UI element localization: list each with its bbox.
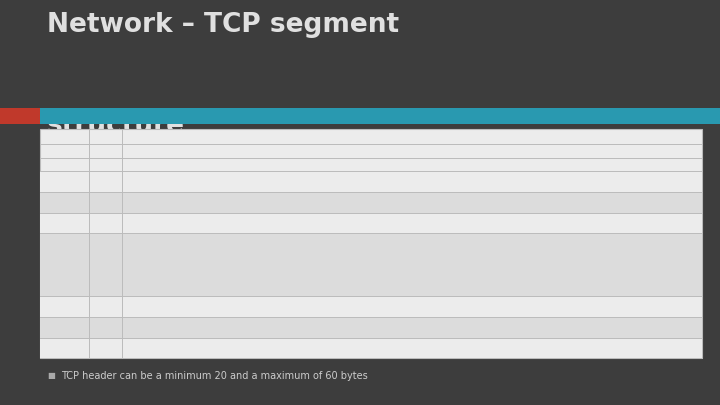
Text: 6: 6 (238, 162, 242, 167)
Text: 64: 64 (100, 219, 111, 228)
Text: Octet: Octet (54, 160, 74, 169)
Text: 19: 19 (472, 162, 479, 167)
Text: 17: 17 (436, 162, 443, 167)
Text: Checksum                                     Urgent pointer (if URG set): Checksum Urgent pointer (if URG set) (125, 302, 367, 311)
Text: 3: 3 (184, 162, 187, 167)
Text: 96: 96 (100, 260, 111, 269)
Text: 29: 29 (653, 162, 660, 167)
Text: 8: 8 (274, 162, 278, 167)
Text: 3: 3 (627, 146, 632, 156)
Text: ...: ... (102, 343, 109, 352)
Text: TCP Header: TCP Header (345, 132, 397, 141)
Text: 4: 4 (61, 198, 67, 207)
Text: structure: structure (47, 113, 185, 139)
Text: 8: 8 (61, 219, 67, 228)
Text: ■: ■ (47, 371, 55, 379)
Text: 5: 5 (220, 162, 224, 167)
Text: 0: 0 (103, 177, 108, 186)
Text: 24: 24 (562, 162, 570, 167)
Text: 160: 160 (97, 323, 114, 332)
Text: 14: 14 (382, 162, 389, 167)
Text: 28: 28 (635, 162, 642, 167)
Text: ...: ... (125, 343, 132, 352)
Text: Bit: Bit (100, 160, 111, 169)
Text: 10: 10 (309, 162, 316, 167)
Text: 32: 32 (100, 198, 111, 207)
Text: 31: 31 (690, 162, 696, 167)
Text: 0: 0 (130, 162, 133, 167)
Text: 20: 20 (490, 162, 498, 167)
Text: 9: 9 (293, 162, 296, 167)
Text: 128: 128 (97, 302, 114, 311)
Text: 22: 22 (526, 162, 534, 167)
Text: 18: 18 (454, 162, 461, 167)
Text: Acknowledgment number (if ACK set): Acknowledgment number (if ACK set) (125, 219, 276, 228)
Text: 12: 12 (346, 162, 352, 167)
Text: Octet: Octet (95, 146, 116, 156)
Text: 23: 23 (544, 162, 552, 167)
Text: R  E  G  K  H  T  N  N: R E G K H T N N (125, 280, 266, 289)
Text: 16: 16 (59, 302, 69, 311)
Text: 11: 11 (327, 162, 334, 167)
Text: Network – TCP segment: Network – TCP segment (47, 12, 399, 38)
Text: 25: 25 (581, 162, 588, 167)
Text: Data offset   0 0 0   S  W  C  R  C  S  S  Y  I   Window Size: Data offset 0 0 0 S W C R C S S Y I Wind… (125, 260, 340, 269)
Text: 27: 27 (617, 162, 624, 167)
Text: Options (if data offset > 5. Padded at the end with "0" bytes if necessary.): Options (if data offset > 5. Padded at t… (125, 323, 423, 332)
Text: 21: 21 (508, 162, 516, 167)
Text: 26: 26 (599, 162, 606, 167)
Text: 12: 12 (59, 260, 69, 269)
Text: Sequence number: Sequence number (125, 198, 199, 207)
Text: 0: 0 (61, 177, 67, 186)
Text: 0: 0 (192, 146, 197, 156)
Text: 2: 2 (482, 146, 487, 156)
Text: 2: 2 (166, 162, 169, 167)
Text: 20: 20 (59, 323, 69, 332)
Text: Reserved  N  C  E  U  A  P  R  S  F: Reserved N C E U A P R S F (125, 240, 287, 249)
Text: Source port                                       Destination port: Source port Destination port (125, 177, 335, 186)
Text: 15: 15 (400, 162, 407, 167)
Text: TCP header can be a minimum 20 and a maximum of 60 bytes: TCP header can be a minimum 20 and a max… (61, 371, 368, 381)
Text: ...: ... (60, 343, 68, 352)
Text: 13: 13 (364, 162, 370, 167)
Text: 7: 7 (256, 162, 260, 167)
Text: 1: 1 (148, 162, 151, 167)
Text: 30: 30 (671, 162, 678, 167)
Text: 1: 1 (337, 146, 343, 156)
Text: 4: 4 (202, 162, 206, 167)
Text: 16: 16 (418, 162, 425, 167)
Text: Offsets: Offsets (50, 146, 78, 156)
